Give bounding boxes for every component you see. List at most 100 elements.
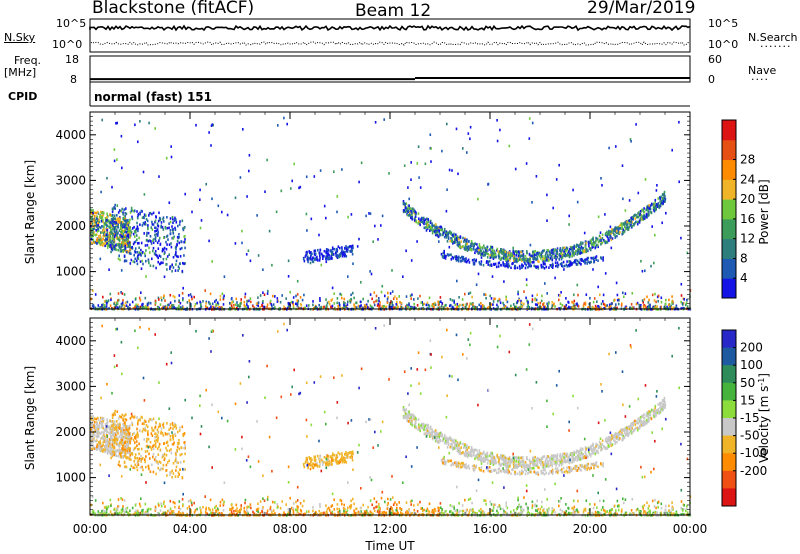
scatter-cell-power-data-2990 <box>624 221 626 224</box>
scatter-cell-vel-data-675 <box>589 502 591 506</box>
scatter-cell-power-data-2321 <box>335 248 338 251</box>
scatter-cell-power-data-295 <box>163 294 165 298</box>
scatter-cell-power-data-153 <box>604 303 606 307</box>
scatter-cell-power-data-771 <box>531 300 534 304</box>
scatter-cell-power-data-150 <box>569 306 572 309</box>
scatter-cell-power-data-2088 <box>178 262 181 265</box>
scatter-cell-power-data-1605 <box>98 220 101 224</box>
scatter-cell-vel-data-936 <box>497 505 499 509</box>
scatter-cell-vel-data-913 <box>120 508 123 512</box>
scatter-cell-power-data-1867 <box>144 221 146 224</box>
scatter-cell-power-data-1863 <box>165 247 168 251</box>
scatter-cell-power-data-1060 <box>397 306 399 309</box>
scatter-cell-power-data-3740 <box>170 155 173 159</box>
scatter-cell-power-data-266 <box>493 297 495 301</box>
scatter-cell-power-data-852 <box>296 299 299 302</box>
scatter-cell-power-data-1868 <box>115 227 117 230</box>
scatter-cell-power-data-1376 <box>99 234 101 237</box>
scatter-cell-vel-data-744 <box>480 511 482 514</box>
scatter-cell-power-data-918 <box>274 295 276 298</box>
scatter-cell-power-data-3607 <box>590 256 592 260</box>
scatter-cell-power-data-1727 <box>121 243 123 247</box>
scatter-cell-vel-data-523 <box>591 511 594 515</box>
scatter-cell-power-data-1285 <box>229 306 231 310</box>
scatter-cell-power-data-1048 <box>186 306 188 310</box>
scatter-cell-power-data-2841 <box>444 232 447 235</box>
nsearch-label: N.Search <box>748 31 798 44</box>
scatter-cell-power-data-3858 <box>528 117 531 120</box>
nave-linestyle-key: ···· <box>751 73 769 86</box>
scatter-cell-power-data-2366 <box>635 215 638 219</box>
scatter-cell-power-data-2123 <box>183 226 185 230</box>
scatter-cell-power-data-3657 <box>580 258 583 262</box>
scatter-cell-power-data-1047 <box>313 307 315 310</box>
scatter-cell-power-data-3807 <box>191 210 193 214</box>
scatter-cell-power-data-3002 <box>637 212 639 215</box>
scatter-cell-power-data-291 <box>124 301 127 305</box>
scatter-cell-power-data-3614 <box>590 260 592 264</box>
scatter-cell-vel-data-488 <box>375 500 378 504</box>
scatter-cell-power-data-790 <box>521 305 523 308</box>
scatter-cell-power-data-2773 <box>422 216 425 220</box>
scatter-cell-power-data-1904 <box>124 223 126 227</box>
scatter-cell-power-data-3768 <box>535 175 538 178</box>
scatter-cell-power-data-1805 <box>157 230 159 234</box>
scatter-cell-power-data-149 <box>169 293 172 297</box>
scatter-cell-power-data-2601 <box>483 244 485 248</box>
scatter-cell-power-data-2070 <box>139 212 141 216</box>
scatter-cell-power-data-2176 <box>175 252 177 256</box>
scatter-cell-power-data-2122 <box>154 219 157 223</box>
scatter-cell-power-data-271 <box>171 304 173 307</box>
scatter-cell-vel-data-503 <box>274 512 276 515</box>
scatter-cell-power-data-2019 <box>149 235 152 238</box>
scatter-cell-power-data-3873 <box>587 242 590 246</box>
scatter-cell-vel-data-279 <box>571 506 573 510</box>
y-tick-label-power-axes-0: 1000 <box>55 265 86 279</box>
scatter-cell-power-data-541 <box>120 291 122 294</box>
scatter-cell-vel-data-205 <box>615 509 617 512</box>
scatter-cell-power-data-1433 <box>92 209 94 213</box>
scatter-cell-vel-data-615 <box>230 510 233 513</box>
scatter-cell-power-data-2 <box>469 302 471 306</box>
scatter-cell-power-data-2678 <box>584 243 587 247</box>
scatter-cell-power-data-1706 <box>114 217 117 221</box>
scatter-cell-vel-data-396 <box>451 505 454 508</box>
scatter-cell-power-data-3701 <box>678 120 680 124</box>
scatter-cell-power-data-2889 <box>592 242 594 245</box>
scatter-cell-power-data-3399 <box>556 252 558 255</box>
scatter-cell-power-data-3485 <box>510 266 512 270</box>
scatter-cell-power-data-1678 <box>97 222 99 225</box>
scatter-cell-power-data-885 <box>249 297 252 300</box>
scatter-cell-power-data-974 <box>595 306 598 309</box>
scatter-cell-power-data-2783 <box>553 256 556 259</box>
scatter-cell-power-data-2833 <box>528 253 531 257</box>
scatter-cell-power-data-2360 <box>507 259 509 263</box>
scatter-cell-power-data-2908 <box>513 259 515 263</box>
scatter-cell-power-data-3136 <box>505 258 507 262</box>
scatter-cell-power-data-2415 <box>657 197 660 200</box>
scatter-cell-power-data-498 <box>426 307 429 310</box>
scatter-cell-power-data-721 <box>565 297 567 300</box>
scatter-cell-power-data-797 <box>504 305 507 308</box>
scatter-cell-power-data-2928 <box>631 225 633 228</box>
scatter-cell-power-data-3474 <box>504 264 506 268</box>
scatter-cell-power-data-2894 <box>639 212 641 216</box>
scatter-cell-power-data-3791 <box>347 215 349 219</box>
scatter-cell-vel-data-976 <box>645 512 647 516</box>
scatter-cell-power-data-1406 <box>95 223 97 226</box>
scatter-cell-power-data-2061 <box>151 257 153 261</box>
scatter-cell-power-data-1546 <box>110 217 113 221</box>
scatter-cell-vel-data-943 <box>383 510 385 514</box>
scatter-cell-power-data-1409 <box>116 218 118 221</box>
scatter-cell-power-data-3904 <box>199 226 202 230</box>
scatter-cell-vel-data-991 <box>191 503 193 507</box>
scatter-cell-power-data-206 <box>599 293 601 297</box>
scatter-cell-power-data-294 <box>584 301 587 305</box>
scatter-cell-power-data-2071 <box>147 224 149 227</box>
scatter-cell-power-data-1217 <box>653 299 656 302</box>
scatter-cell-power-data-2101 <box>111 239 114 242</box>
scatter-cell-power-data-28 <box>573 293 575 297</box>
scatter-cell-power-data-3529 <box>529 264 532 268</box>
scatter-cell-power-data-1672 <box>106 212 108 216</box>
scatter-cell-power-data-1381 <box>126 228 129 232</box>
